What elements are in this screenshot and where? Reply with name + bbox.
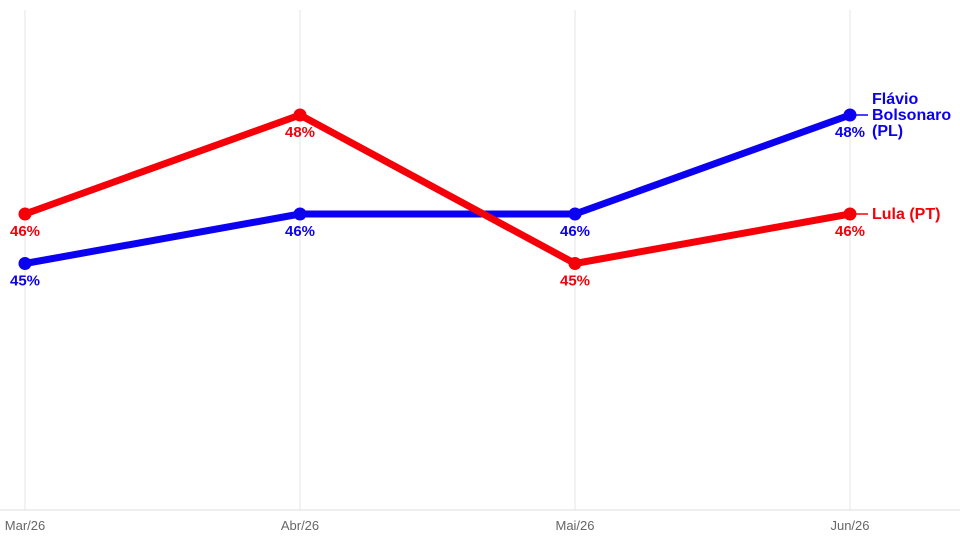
data-point — [293, 108, 307, 122]
x-tick-label: Mai/26 — [555, 518, 594, 533]
x-tick-label: Jun/26 — [830, 518, 869, 533]
data-point — [18, 257, 32, 270]
data-label: 46% — [10, 223, 40, 240]
series-name-label: Lula (PT) — [872, 206, 940, 223]
data-point — [293, 207, 307, 221]
series-line — [21, 111, 854, 267]
data-point — [843, 207, 857, 221]
series-line — [21, 111, 854, 267]
data-point — [843, 108, 857, 122]
data-label: 48% — [835, 124, 865, 141]
data-label: 46% — [285, 223, 315, 240]
data-label: 46% — [835, 223, 865, 240]
grid — [0, 10, 960, 511]
data-label: 46% — [560, 223, 590, 240]
x-tick-label: Abr/26 — [281, 518, 319, 533]
data-point — [18, 207, 32, 221]
data-point — [568, 257, 582, 270]
data-labels: 45% 46% 46% 48% 46% 48% 45% 46% FlávioBolsonaro(… — [10, 91, 951, 290]
x-axis: Mar/26 Abr/26 Mai/26 Jun/26 — [5, 518, 870, 533]
x-tick-label: Mar/26 — [5, 518, 45, 533]
data-label: 48% — [285, 124, 315, 141]
data-label: 45% — [560, 273, 590, 290]
series-name-label: Bolsonaro — [872, 107, 951, 124]
data-point — [568, 207, 582, 221]
series-group — [18, 108, 857, 270]
series-name-label: (PL) — [872, 123, 903, 140]
data-label: 45% — [10, 273, 40, 290]
series-name-label: Flávio — [872, 91, 918, 108]
